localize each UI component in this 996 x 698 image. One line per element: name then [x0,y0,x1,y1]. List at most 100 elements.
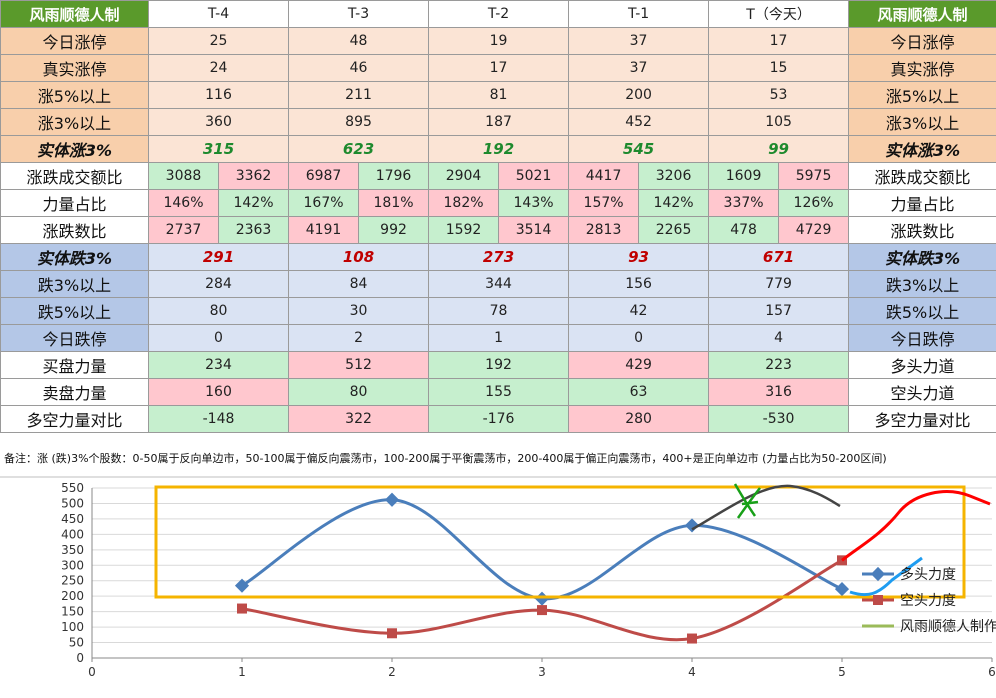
down-value-cell: 992 [358,216,430,244]
up-value-cell: 1592 [428,216,500,244]
corner-label-right: 风雨顺德人制 [848,0,996,28]
down-value-cell: 2363 [217,216,290,244]
value-cell: 273 [428,243,570,271]
value-cell: 234 [147,351,290,379]
value-cell: 545 [568,135,710,163]
down-value-cell: 142% [217,189,290,217]
value-cell: 429 [568,351,710,379]
row-label: 买盘力量 [0,351,149,379]
up-value-cell: 478 [708,216,780,244]
value-cell: 284 [147,270,290,298]
legend-marker [873,595,883,605]
bear-point [687,633,697,644]
down-value-cell: 2265 [638,216,710,244]
bear-point [537,605,547,616]
up-value-cell: 2737 [148,216,219,244]
y-tick-label: 450 [61,512,84,526]
down-value-cell: 1796 [358,162,430,190]
up-value-cell: 4191 [288,216,360,244]
x-tick-label: 1 [238,665,246,679]
row-label-right: 今日涨停 [848,27,996,55]
annotation-green-mark [733,483,761,519]
value-cell: 48 [288,27,430,55]
x-tick-label: 0 [88,665,96,679]
up-value-cell: 1609 [708,162,780,190]
value-cell: 0 [568,324,710,352]
value-cell: 108 [288,243,430,271]
day-header: T-2 [428,0,570,28]
value-cell: 160 [147,378,290,406]
y-tick-label: 350 [61,543,84,557]
row-label: 涨跌数比 [0,216,149,244]
row-label-right: 跌3%以上 [848,270,996,298]
value-cell: 344 [428,270,570,298]
row-label: 多空力量对比 [0,405,149,433]
value-cell: 78 [428,297,570,325]
value-cell: 223 [708,351,850,379]
down-value-cell: 181% [358,189,430,217]
down-value-cell: 3362 [217,162,290,190]
x-tick-label: 5 [838,665,846,679]
day-header: T-3 [288,0,430,28]
row-label-right: 力量占比 [848,189,996,217]
y-tick-label: 100 [61,620,84,634]
row-label: 实体跌3% [0,243,149,271]
value-cell: 0 [147,324,290,352]
y-tick-label: 150 [61,605,84,619]
row-label-right: 跌5%以上 [848,297,996,325]
value-cell: 63 [568,378,710,406]
row-label: 今日跌停 [0,324,149,352]
value-cell: 80 [147,297,290,325]
x-tick-label: 2 [388,665,396,679]
y-tick-label: 300 [61,558,84,572]
down-value-cell: 143% [498,189,570,217]
value-cell: 623 [288,135,430,163]
value-cell: 15 [708,54,850,82]
value-cell: 25 [147,27,290,55]
value-cell: 779 [708,270,850,298]
value-cell: 1 [428,324,570,352]
y-tick-label: 400 [61,527,84,541]
value-cell: 37 [568,54,710,82]
row-label-right: 涨3%以上 [848,108,996,136]
up-value-cell: 2904 [428,162,500,190]
value-cell: 17 [708,27,850,55]
row-label: 涨3%以上 [0,108,149,136]
value-cell: 200 [568,81,710,109]
row-label-right: 真实涨停 [848,54,996,82]
day-header: T（今天） [708,0,850,28]
value-cell: 2 [288,324,430,352]
value-cell: 157 [708,297,850,325]
x-tick-label: 6 [988,665,996,679]
value-cell: 316 [708,378,850,406]
value-cell: 81 [428,81,570,109]
up-value-cell: 182% [428,189,500,217]
value-cell: 895 [288,108,430,136]
bull-point [534,591,550,606]
up-value-cell: 337% [708,189,780,217]
down-value-cell: 142% [638,189,710,217]
highlight-box [154,485,966,599]
value-cell: 156 [568,270,710,298]
value-cell: 322 [288,405,430,433]
row-label-right: 涨跌数比 [848,216,996,244]
stats-table: 风雨顺德人制 T-4 T-3 T-2 T-1 T（今天） 风雨顺德人制 今日涨停 25 48 19 3… [0,0,996,433]
value-cell: 17 [428,54,570,82]
down-value-cell: 5975 [778,162,850,190]
row-label-right: 涨跌成交额比 [848,162,996,190]
legend-label: 风雨顺德人制作 [900,619,996,635]
value-cell: 24 [147,54,290,82]
row-label-right: 实体涨3% [848,135,996,163]
row-label: 卖盘力量 [0,378,149,406]
legend-marker [870,566,886,582]
value-cell: 671 [708,243,850,271]
value-cell: 30 [288,297,430,325]
value-cell: 291 [147,243,290,271]
y-tick-label: 200 [61,589,84,603]
row-label-right: 涨5%以上 [848,81,996,109]
row-label: 涨跌成交额比 [0,162,149,190]
up-value-cell: 3088 [148,162,219,190]
up-value-cell: 2813 [568,216,640,244]
value-cell: -176 [428,405,570,433]
